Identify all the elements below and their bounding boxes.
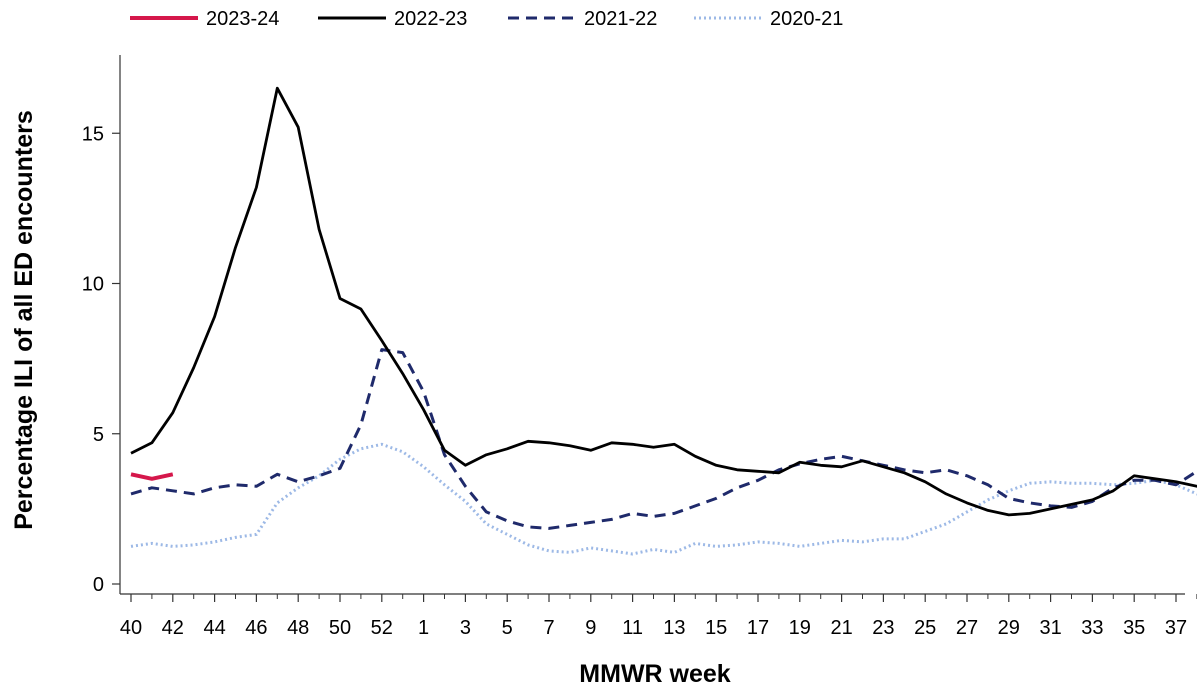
y-tick-label: 10: [82, 274, 104, 296]
x-tick-label: 3: [460, 617, 471, 639]
series-line-2022-23: [130, 86, 1197, 517]
x-tick-label: 42: [162, 617, 184, 639]
legend-label: 2023-24: [206, 8, 279, 30]
y-tick-label: 0: [93, 574, 104, 596]
x-tick-label: 37: [1165, 617, 1187, 639]
x-tick-label: 15: [705, 617, 727, 639]
x-tick-label: 46: [245, 617, 267, 639]
x-tick-label: 48: [287, 617, 309, 639]
x-tick-label: 50: [329, 617, 351, 639]
x-tick-label: 21: [830, 617, 852, 639]
x-tick-label: 19: [789, 617, 811, 639]
x-tick-label: 25: [914, 617, 936, 639]
x-tick-label: 11: [622, 617, 643, 639]
x-tick-label: 35: [1123, 617, 1145, 639]
x-tick-label: 27: [956, 617, 978, 639]
chart-axes: [119, 55, 1185, 595]
x-tick-label: 44: [203, 617, 225, 639]
legend-label: 2021-22: [584, 8, 657, 30]
x-tick-label: 5: [502, 617, 513, 639]
series-line-2023-24: [130, 472, 174, 481]
x-tick-label: 7: [543, 617, 554, 639]
x-tick-label: 40: [120, 617, 142, 639]
y-tick-label: 15: [82, 123, 104, 145]
x-tick-label: 52: [371, 617, 393, 639]
x-tick-label: 17: [747, 617, 769, 639]
x-tick-label: 13: [663, 617, 685, 639]
x-tick-label: 29: [998, 617, 1020, 639]
x-tick-label: 33: [1081, 617, 1103, 639]
y-axis-title: Percentage ILI of all ED encounters: [10, 110, 38, 530]
chart-legend: 2023-24 2022-23 2021-22 2020-21: [130, 8, 843, 30]
legend-label: 2020-21: [770, 8, 843, 30]
x-tick-label: 23: [872, 617, 894, 639]
x-tick-label: 9: [585, 617, 596, 639]
y-axis-ticks: 0 5 10 15: [82, 123, 120, 596]
plot-area: [130, 86, 1197, 556]
legend-label: 2022-23: [394, 8, 467, 30]
x-tick-label: 1: [418, 617, 429, 639]
x-axis-title: MMWR week: [579, 660, 731, 688]
series-line-2020-21: [130, 442, 1197, 556]
y-tick-label: 5: [93, 424, 104, 446]
x-axis-ticks: 40 42 44 46 48 50 52 1 3 5 7 9 11 13 15 17 19 21 23 25 27 29 3…: [120, 594, 1197, 639]
x-tick-label: 31: [1039, 617, 1061, 639]
series-line-2021-22: [130, 348, 1197, 530]
